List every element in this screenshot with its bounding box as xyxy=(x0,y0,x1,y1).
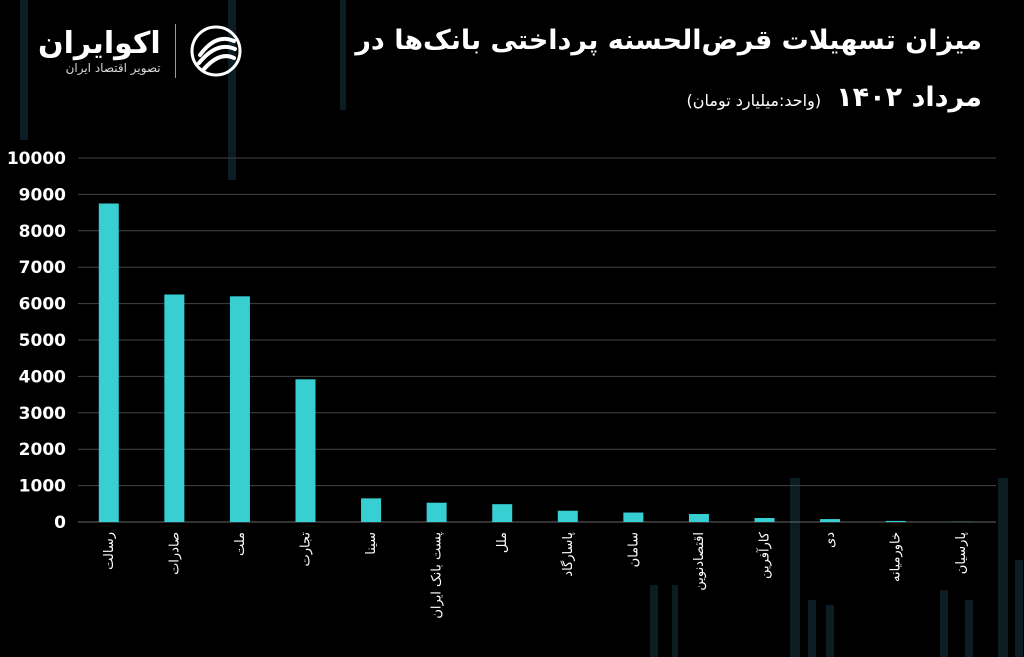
logo-tagline: تصویر اقتصاد ایران xyxy=(65,61,161,75)
unit-label: (واحد:میلیارد تومان) xyxy=(686,91,822,110)
x-tick-label: خاورمیانه xyxy=(889,532,904,582)
x-tick-label: اقتصادنوین xyxy=(692,532,707,591)
bar xyxy=(164,294,185,522)
y-tick-label: 4000 xyxy=(19,367,66,387)
bar xyxy=(361,498,382,522)
x-tick-label: ملل xyxy=(495,532,510,553)
brand-logo: اکوایران تصویر اقتصاد ایران xyxy=(38,24,242,78)
x-tick-label: ملت xyxy=(233,532,248,556)
bg-column xyxy=(228,0,236,180)
bg-column xyxy=(790,478,800,657)
y-tick-label: 10000 xyxy=(7,149,66,169)
bar xyxy=(492,504,513,522)
y-tick-label: 7000 xyxy=(19,258,66,278)
y-tick-label: 0 xyxy=(54,513,66,533)
x-tick-label: پاسارگاد xyxy=(560,532,576,577)
bg-column xyxy=(940,590,948,657)
bg-column xyxy=(340,0,346,110)
x-tick-label: سینا xyxy=(364,532,379,555)
x-tick-label: دی xyxy=(823,532,838,548)
bg-column xyxy=(672,585,678,657)
y-tick-label: 5000 xyxy=(19,331,66,351)
bars xyxy=(98,203,972,522)
bg-column xyxy=(998,478,1008,657)
bar xyxy=(885,520,906,522)
ecoiran-swoosh-icon xyxy=(190,25,242,77)
y-tick-label: 1000 xyxy=(19,477,66,497)
bar xyxy=(295,379,316,522)
bg-column xyxy=(20,0,28,140)
y-tick-label: 2000 xyxy=(19,440,66,460)
x-tick-label: پارسیان xyxy=(954,532,969,575)
bar xyxy=(557,510,578,522)
logo-divider xyxy=(174,24,176,78)
logo-text: اکوایران تصویر اقتصاد ایران xyxy=(38,26,161,76)
bar xyxy=(754,517,775,522)
bar xyxy=(98,203,119,522)
x-tick-label: رسالت xyxy=(102,532,117,570)
x-tick-label: پست بانک ایران xyxy=(430,532,445,619)
bar xyxy=(820,519,841,522)
title-second-row: مرداد ۱۴۰۲ (واحد:میلیارد تومان) xyxy=(687,82,983,113)
bg-column xyxy=(826,605,834,657)
y-tick-label: 8000 xyxy=(19,222,66,242)
x-tick-label: تجارت xyxy=(299,532,314,567)
bar xyxy=(426,502,447,522)
x-axis-labels: رسالت صادرات ملت تجارت سینا پست بانک ایران ملل… xyxy=(102,531,969,618)
title-line2: مرداد ۱۴۰۲ xyxy=(836,82,982,113)
x-tick-label: صادرات xyxy=(167,532,182,575)
bg-column xyxy=(965,600,973,657)
bar xyxy=(623,512,644,522)
title-line1: میزان تسهیلات قرض‌الحسنه پرداختی بانک‌ها… xyxy=(355,25,982,56)
y-tick-label: 3000 xyxy=(19,404,66,424)
grid-lines xyxy=(78,157,996,523)
bar xyxy=(229,296,250,522)
chart-title: میزان تسهیلات قرض‌الحسنه پرداختی بانک‌ها… xyxy=(342,22,982,60)
bg-column xyxy=(1015,560,1023,657)
y-tick-label: 6000 xyxy=(19,295,66,315)
x-tick-label: کارآفرین xyxy=(756,531,773,579)
bar xyxy=(688,513,709,522)
x-tick-label: سامان xyxy=(626,532,641,567)
y-axis-ticks: 0 1000 2000 3000 4000 5000 6000 7000 8000 9000 100… xyxy=(7,149,66,533)
bg-column xyxy=(650,585,658,657)
y-tick-label: 9000 xyxy=(19,185,66,205)
logo-name: اکوایران xyxy=(38,26,161,61)
bg-column xyxy=(808,600,816,657)
